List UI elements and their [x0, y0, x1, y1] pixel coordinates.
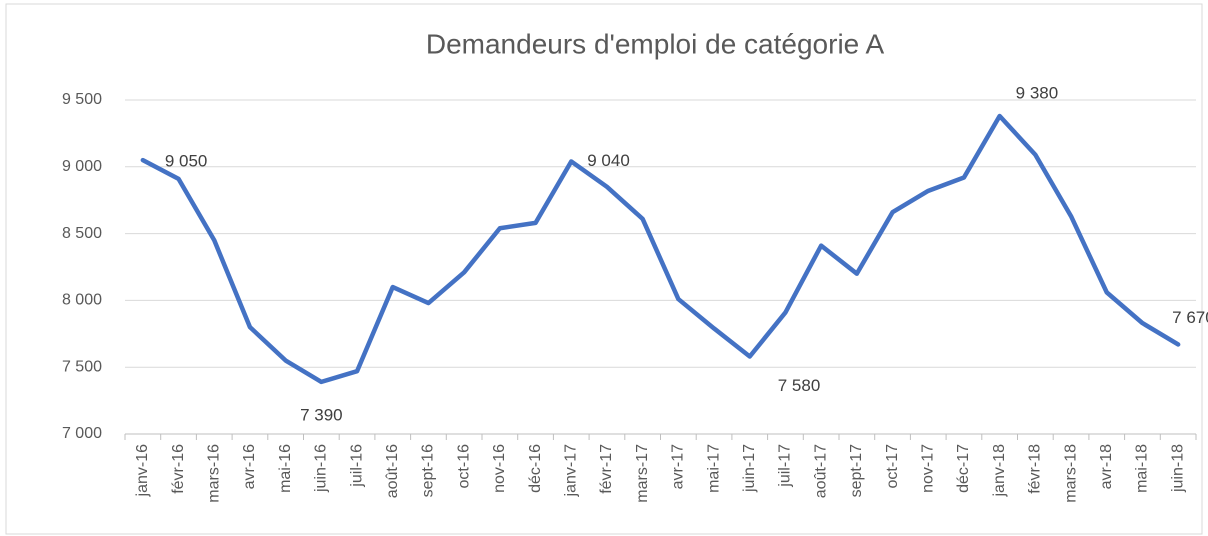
data-label: 9 050	[165, 152, 208, 171]
x-tick-label: janv-18	[991, 444, 1008, 498]
x-tick-label: août-16	[384, 444, 401, 498]
x-tick-label: oct-16	[455, 444, 472, 489]
x-tick-label: janv-16	[134, 444, 151, 498]
x-tick-label: juil-17	[777, 444, 794, 488]
x-tick-label: sept-17	[848, 444, 865, 497]
x-tick-label: déc-17	[955, 444, 972, 493]
x-tick-label: mai-16	[277, 444, 294, 493]
data-label: 9 380	[1016, 84, 1059, 103]
x-tick-label: mai-17	[705, 444, 722, 493]
data-label: 7 580	[778, 376, 821, 395]
x-tick-label: août-17	[812, 444, 829, 498]
y-tick-label: 9 500	[62, 91, 102, 108]
y-tick-label: 7 500	[62, 358, 102, 375]
y-tick-label: 8 500	[62, 225, 102, 242]
x-tick-label: mai-18	[1134, 444, 1151, 493]
x-tick-label: nov-16	[491, 444, 508, 493]
y-tick-label: 8 000	[62, 292, 102, 309]
line	[140, 113, 1181, 385]
x-tick-label: avr-18	[1098, 444, 1115, 489]
x-tick-label: déc-16	[527, 444, 544, 493]
x-tick-label: mars-18	[1062, 444, 1079, 503]
x-tick-label: avr-17	[670, 444, 687, 489]
x-tick-label: févr-16	[170, 444, 187, 494]
x-tick-label: juin-16	[313, 444, 330, 493]
chart-border	[5, 3, 1203, 535]
data-label: 7 670	[1172, 308, 1208, 327]
x-tick-label: nov-17	[919, 444, 936, 493]
x-tick-label: mars-17	[634, 444, 651, 503]
x-tick-label: oct-17	[884, 444, 901, 489]
x-tick-label: févr-17	[598, 444, 615, 494]
x-tick-label: avr-16	[241, 444, 258, 489]
x-tick-label: sept-16	[420, 444, 437, 497]
x-tick-label: juil-16	[348, 444, 365, 488]
x-tick-label: févr-18	[1027, 444, 1044, 494]
y-tick-label: 9 000	[62, 158, 102, 175]
x-tick-label: juin-17	[741, 444, 758, 493]
data-label: 9 040	[587, 151, 630, 170]
chart-title: Demandeurs d'emploi de catégorie A	[426, 28, 885, 59]
data-label: 7 390	[300, 405, 343, 424]
x-tick-label: mars-16	[205, 444, 222, 503]
x-tick-label: janv-17	[562, 444, 579, 498]
x-tick-label: juin-18	[1169, 444, 1186, 493]
y-tick-label: 7 000	[62, 425, 102, 442]
